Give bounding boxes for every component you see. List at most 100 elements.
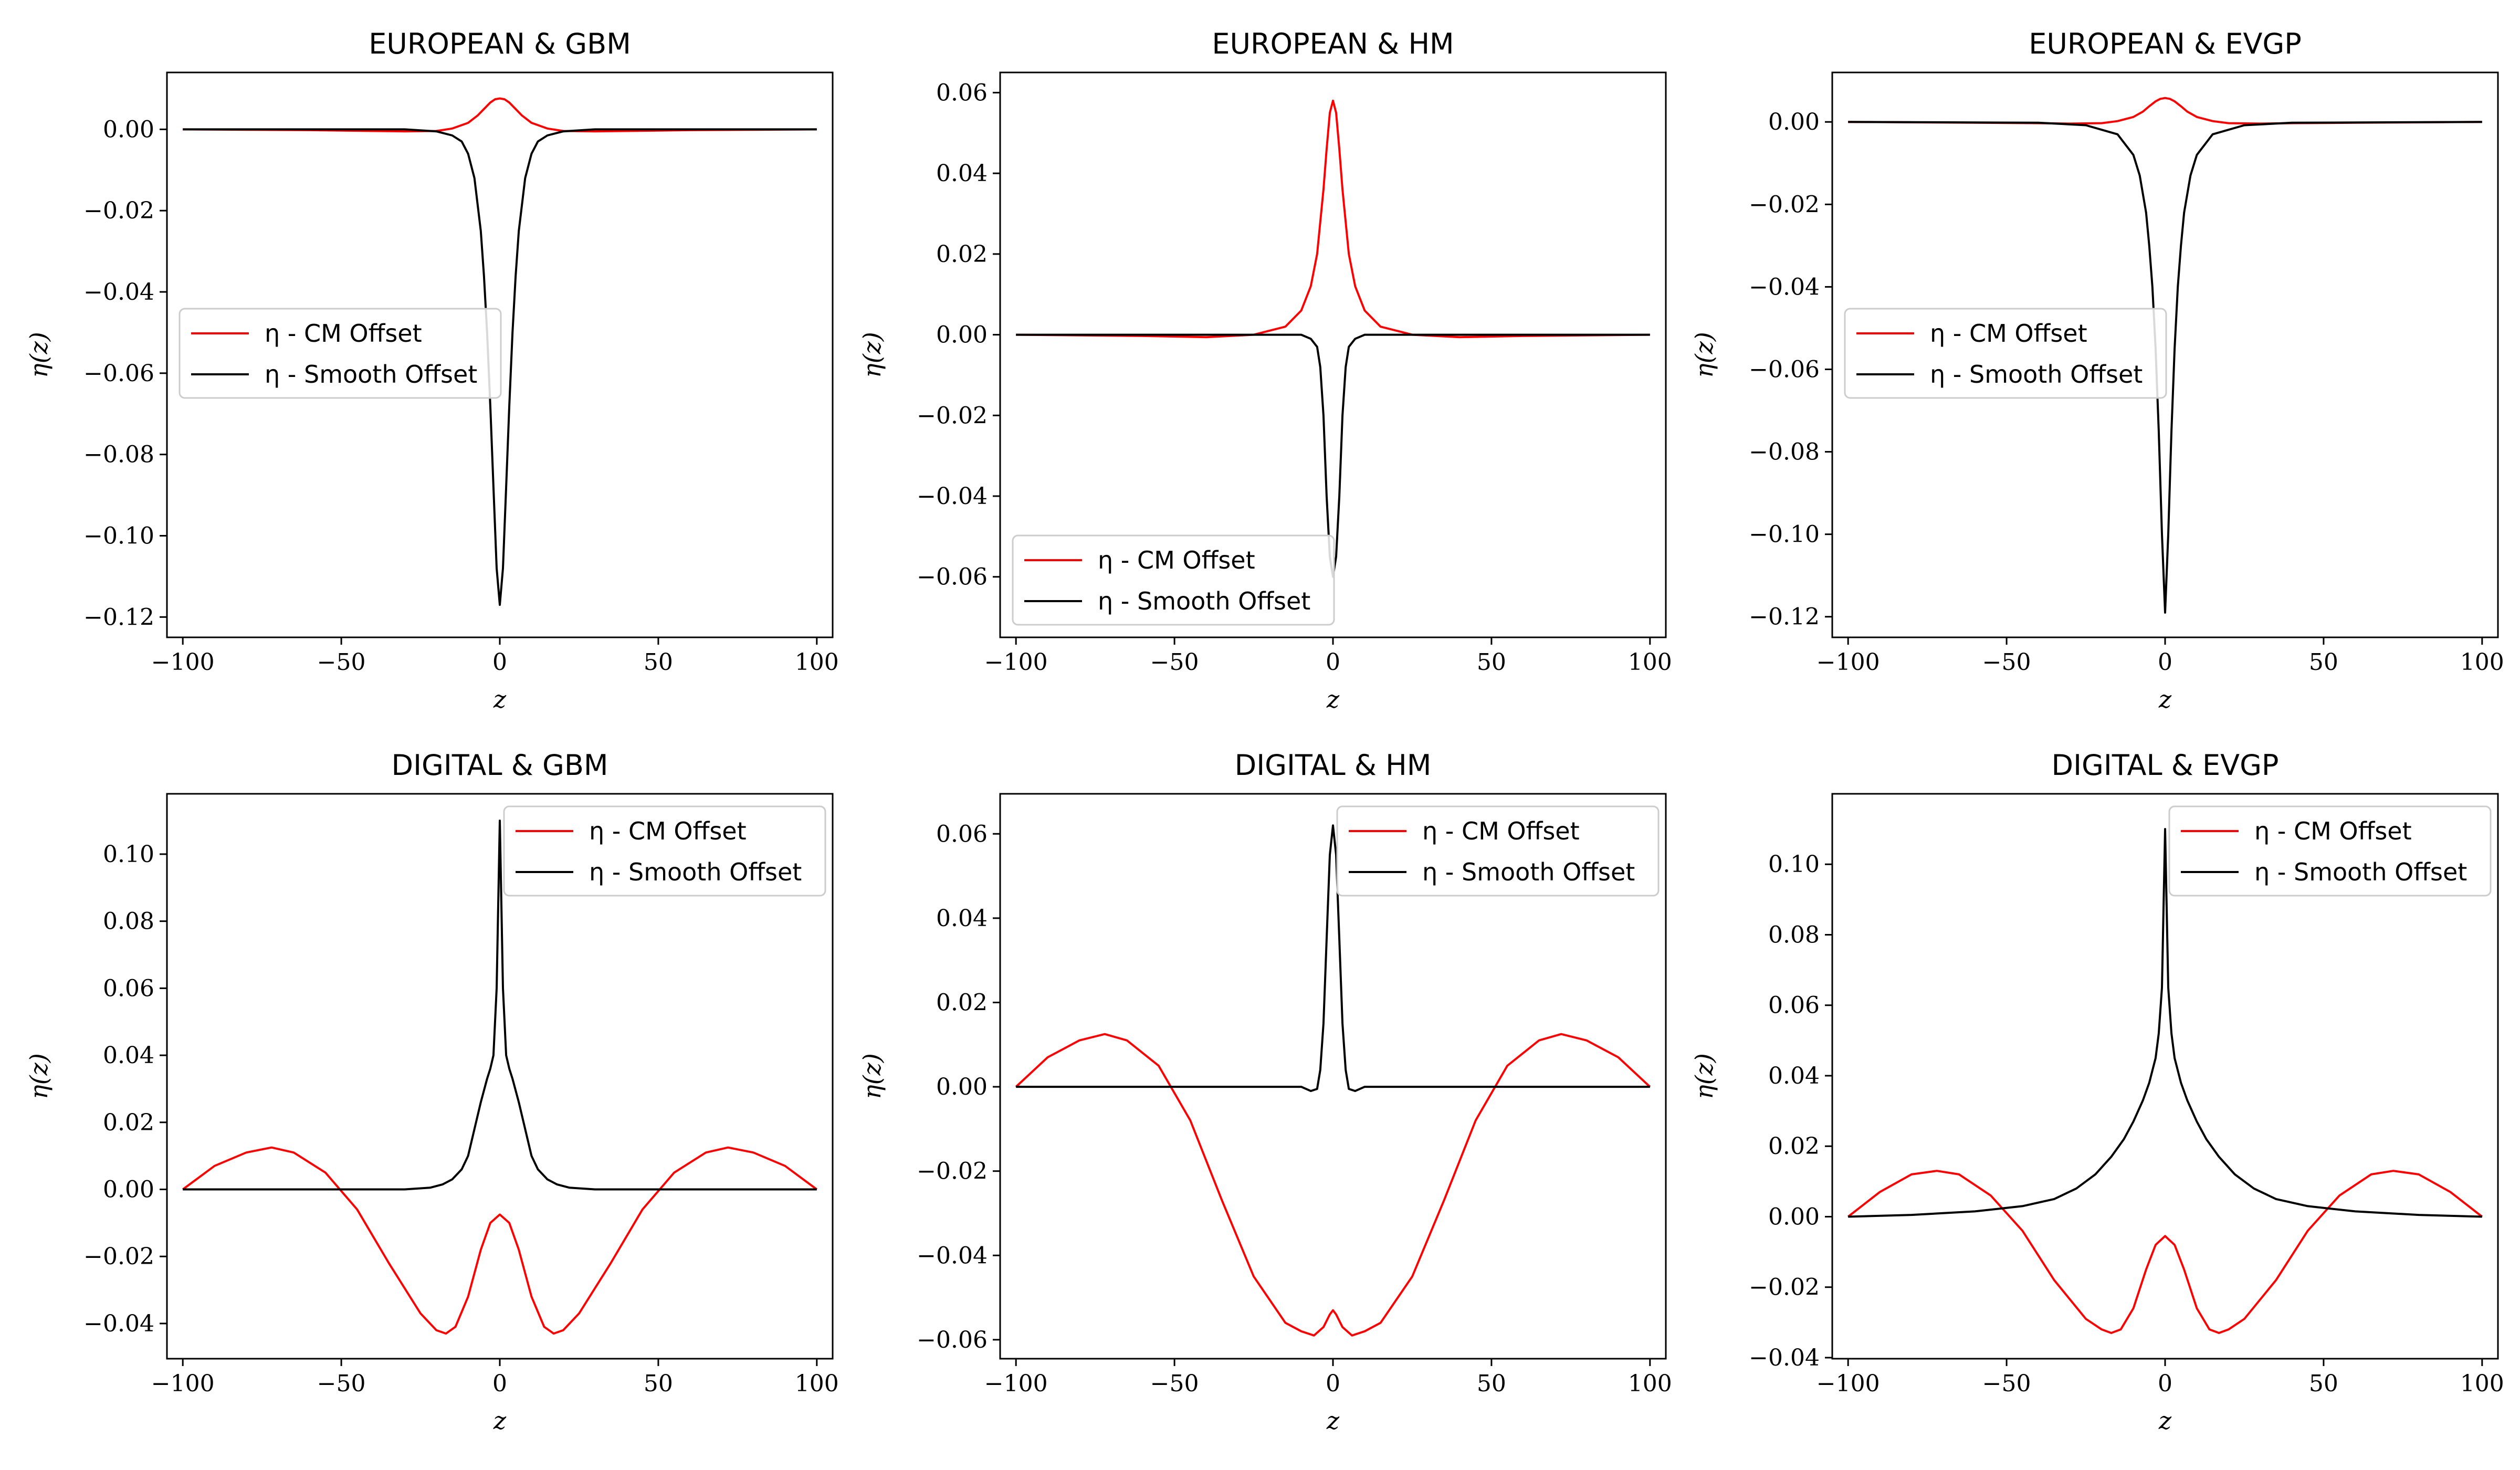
y-tick-label: 0.00 xyxy=(1768,109,1820,135)
y-tick-label: −0.04 xyxy=(917,1242,988,1269)
x-tick-label: −50 xyxy=(317,649,366,676)
x-tick-label: 100 xyxy=(1628,1370,1672,1397)
legend: η - CM Offset η - Smooth Offset xyxy=(2168,805,2492,897)
x-tick-label: 0 xyxy=(1326,649,1340,676)
y-tick-label: 0.02 xyxy=(1768,1133,1820,1160)
x-tick-label: −100 xyxy=(151,649,215,676)
chart-title: DIGITAL & EVGP xyxy=(2051,749,2278,782)
y-axis-label: η(z) xyxy=(25,332,53,378)
y-tick-label: −0.04 xyxy=(1749,1345,1820,1371)
series-line-smooth-offset xyxy=(183,128,817,606)
x-tick-label: 50 xyxy=(644,649,673,676)
y-tick-label: −0.02 xyxy=(1749,1274,1820,1301)
chart-panel-1: −100 −50 0 50 100 0.00 −0.02 −0.04 −0.06 −0.08 −0.… xyxy=(25,27,839,713)
legend-entry: η - Smooth Offset xyxy=(1422,858,1635,886)
legend: η - CM Offset η - Smooth Offset xyxy=(503,805,826,897)
y-axis-label: η(z) xyxy=(1690,332,1718,378)
y-tick-label: −0.08 xyxy=(83,442,154,468)
x-axis-label: z xyxy=(2158,1406,2172,1435)
legend-entry: η - CM Offset xyxy=(1930,319,2087,348)
legend-entry: η - CM Offset xyxy=(589,817,747,845)
y-tick-label: 0.02 xyxy=(936,241,988,268)
y-tick-label: −0.08 xyxy=(1749,439,1820,466)
y-tick-label: 0.00 xyxy=(936,1074,988,1100)
series-line-smooth-offset xyxy=(1848,121,2482,614)
x-tick-label: 100 xyxy=(795,649,839,676)
x-tick-label: −50 xyxy=(317,1370,366,1397)
y-tick-label: −0.04 xyxy=(83,279,154,306)
x-tick-label: 100 xyxy=(1628,649,1672,676)
legend-entry: η - Smooth Offset xyxy=(1930,360,2143,388)
x-tick-label: 100 xyxy=(2460,649,2504,676)
x-tick-label: −100 xyxy=(984,649,1048,676)
series-line-cm-offset xyxy=(183,97,817,133)
x-axis-label: z xyxy=(493,1406,507,1435)
x-tick-label: 50 xyxy=(2309,1370,2338,1397)
y-tick-label: −0.02 xyxy=(917,1158,988,1185)
x-tick-label: −50 xyxy=(1982,1370,2031,1397)
legend-entry: η - CM Offset xyxy=(265,319,422,348)
y-tick-label: 0.06 xyxy=(936,821,988,847)
y-tick-label: 0.00 xyxy=(103,1177,154,1203)
x-tick-label: 50 xyxy=(1477,649,1506,676)
y-axis-label: η(z) xyxy=(858,332,886,378)
x-tick-label: 50 xyxy=(644,1370,673,1397)
chart-title: EUROPEAN & HM xyxy=(1212,27,1454,60)
x-axis-label: z xyxy=(2158,685,2172,713)
legend: η - CM Offset η - Smooth Offset xyxy=(1012,534,1335,626)
legend-entry: η - CM Offset xyxy=(1098,546,1255,574)
x-tick-label: −50 xyxy=(1982,649,2031,676)
legend-box xyxy=(1844,308,2167,399)
legend-entry: η - CM Offset xyxy=(1422,817,1580,845)
x-tick-label: −100 xyxy=(984,1370,1048,1397)
chart-title: DIGITAL & HM xyxy=(1235,749,1432,782)
y-tick-label: −0.10 xyxy=(1749,521,1820,548)
series-line-cm-offset xyxy=(1016,99,1650,339)
legend-entry: η - CM Offset xyxy=(2254,817,2412,845)
x-tick-label: 0 xyxy=(492,1370,507,1397)
y-tick-label: 0.08 xyxy=(1768,921,1820,948)
y-axis-label: η(z) xyxy=(25,1053,53,1099)
y-tick-label: −0.06 xyxy=(1749,356,1820,383)
chart-title: EUROPEAN & GBM xyxy=(369,27,631,60)
chart-panel-2: −100 −50 0 50 100 0.06 0.04 0.02 0.00 −0.02 −0.04 −… xyxy=(858,27,1672,713)
y-tick-label: −0.06 xyxy=(917,564,988,591)
x-axis-label: z xyxy=(1326,1406,1340,1435)
legend-entry: η - Smooth Offset xyxy=(589,858,802,886)
y-tick-label: 0.04 xyxy=(936,160,988,187)
series-line-cm-offset xyxy=(1848,97,2482,125)
x-tick-label: 0 xyxy=(2158,1370,2172,1397)
y-tick-label: −0.04 xyxy=(83,1310,154,1337)
series-line-cm-offset xyxy=(1015,1033,1651,1337)
y-axis-label: η(z) xyxy=(1690,1053,1718,1099)
y-tick-label: −0.10 xyxy=(83,522,154,549)
x-tick-label: −100 xyxy=(1816,649,1880,676)
y-tick-label: 0.02 xyxy=(936,989,988,1016)
y-tick-label: −0.06 xyxy=(83,360,154,387)
x-tick-label: 50 xyxy=(1477,1370,1506,1397)
legend: η - CM Offset η - Smooth Offset xyxy=(178,308,502,399)
y-tick-label: −0.02 xyxy=(83,1243,154,1270)
y-tick-label: 0.10 xyxy=(103,841,154,868)
y-tick-label: 0.06 xyxy=(1768,992,1820,1019)
y-tick-label: −0.12 xyxy=(1749,604,1820,631)
y-tick-label: −0.02 xyxy=(1749,191,1820,218)
y-tick-label: 0.02 xyxy=(103,1109,154,1136)
y-tick-label: 0.00 xyxy=(936,322,988,349)
chart-title: DIGITAL & GBM xyxy=(391,749,608,782)
y-tick-label: 0.06 xyxy=(936,79,988,106)
y-tick-label: 0.10 xyxy=(1768,851,1820,878)
chart-panel-4: −100 −50 0 50 100 0.10 0.08 0.06 0.04 0.02 0.00 −0.… xyxy=(25,749,839,1435)
y-tick-label: 0.00 xyxy=(103,116,154,143)
legend-entry: η - Smooth Offset xyxy=(2254,858,2467,886)
series-line-cm-offset xyxy=(182,1146,817,1335)
legend-entry: η - Smooth Offset xyxy=(265,360,477,388)
legend-box xyxy=(2168,805,2492,897)
chart-panel-3: −100 −50 0 50 100 0.00 −0.02 −0.04 −0.06 −0.08 −0.… xyxy=(1690,27,2504,713)
y-tick-label: 0.04 xyxy=(103,1042,154,1069)
y-tick-label: 0.04 xyxy=(1768,1063,1820,1089)
x-tick-label: −100 xyxy=(1816,1370,1880,1397)
legend: η - CM Offset η - Smooth Offset xyxy=(1844,308,2167,399)
x-axis-label: z xyxy=(493,685,507,713)
